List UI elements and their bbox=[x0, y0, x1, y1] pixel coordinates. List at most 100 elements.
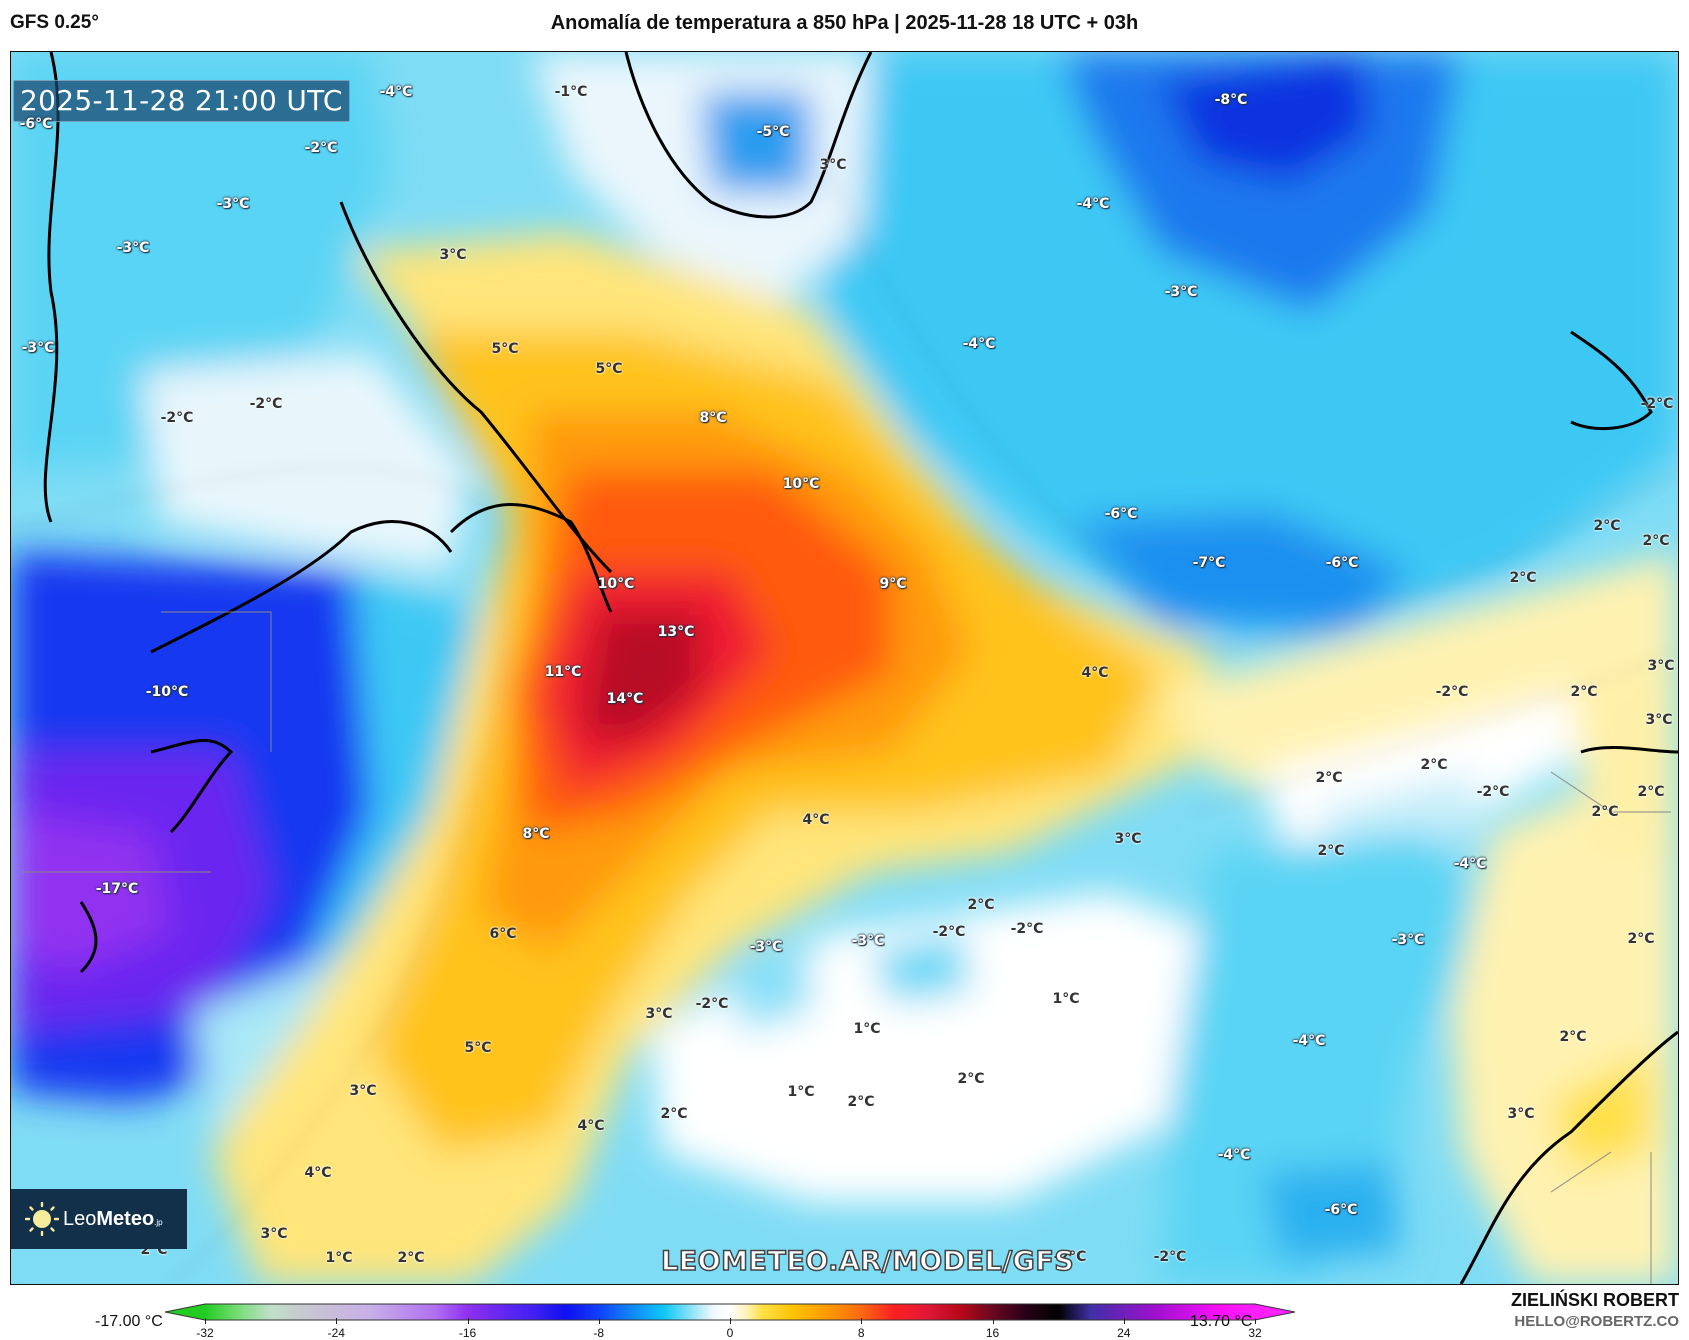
contour-label: -1°C bbox=[554, 84, 588, 100]
colorbar-max-value: 13.70 °C bbox=[1190, 1313, 1253, 1330]
contour-label: -3°C bbox=[21, 340, 55, 356]
contour-label: -2°C bbox=[1053, 1249, 1087, 1265]
contour-label: -3°C bbox=[116, 240, 150, 256]
contour-label: 3°C bbox=[260, 1226, 288, 1242]
contour-label: -4°C bbox=[1217, 1147, 1251, 1163]
contour-label: 2°C bbox=[1591, 804, 1619, 820]
colorbar-tick-label: 8 bbox=[857, 1326, 865, 1340]
contour-label: -4°C bbox=[962, 336, 996, 352]
contour-label: 2°C bbox=[1315, 770, 1343, 786]
contour-label: -3°C bbox=[749, 939, 783, 955]
contour-label: -2°C bbox=[932, 924, 966, 940]
colorbar-tick-mark bbox=[861, 1318, 863, 1324]
contour-label: 2°C bbox=[397, 1250, 425, 1266]
contour-label: 1°C bbox=[787, 1084, 815, 1100]
contour-label: 13°C bbox=[657, 624, 695, 640]
contour-label: 4°C bbox=[577, 1118, 605, 1134]
logo-part-2: Meteo bbox=[96, 1207, 155, 1230]
contour-label: -8°C bbox=[1214, 92, 1248, 108]
contour-label: 10°C bbox=[597, 576, 635, 592]
contour-label: 4°C bbox=[304, 1165, 332, 1181]
contour-label: 3°C bbox=[819, 157, 847, 173]
contour-label: 6°C bbox=[489, 926, 517, 942]
contour-label: 3°C bbox=[645, 1006, 673, 1022]
contour-label: 1°C bbox=[1052, 991, 1080, 1007]
valid-time-badge: 2025-11-28 21:00 UTC bbox=[13, 80, 350, 122]
contour-label: 2°C bbox=[1559, 1029, 1587, 1045]
contour-label: -6°C bbox=[1104, 506, 1138, 522]
contour-label: -2°C bbox=[1476, 784, 1510, 800]
author-email[interactable]: HELLO@ROBERTZ.CO bbox=[1514, 1313, 1679, 1330]
logo-part-1: Leo bbox=[63, 1207, 97, 1230]
colorbar-tick-mark bbox=[205, 1318, 206, 1324]
contour-label: -6°C bbox=[19, 116, 53, 132]
contour-label: 3°C bbox=[439, 247, 467, 263]
contour-label: 8°C bbox=[699, 410, 727, 426]
contour-label: 4°C bbox=[802, 812, 830, 828]
colorbar-tick-label: 0 bbox=[726, 1326, 734, 1340]
contour-label: 5°C bbox=[464, 1040, 492, 1056]
colorbar-tick-mark bbox=[992, 1318, 994, 1324]
colorbar-tick-label: -32 bbox=[196, 1326, 214, 1340]
contour-label: -3°C bbox=[1164, 284, 1198, 300]
contour-label: 11°C bbox=[544, 664, 582, 680]
contour-label: 2°C bbox=[1593, 518, 1621, 534]
site-watermark: LEOMETEO.AR/MODEL/GFS bbox=[660, 1245, 1075, 1278]
contour-label: -10°C bbox=[145, 684, 189, 700]
temperature-anomaly-map: 2025-11-28 21:00 UTC -4°C -1°C -6°C -2°C -5°… bbox=[10, 51, 1679, 1285]
contour-label: 3°C bbox=[1645, 712, 1673, 728]
contour-label: 2°C bbox=[957, 1071, 985, 1087]
contour-label: -2°C bbox=[160, 410, 194, 426]
contour-label: 8°C bbox=[522, 826, 550, 842]
colorbar-tick-mark bbox=[1255, 1318, 1256, 1324]
contour-label: -2°C bbox=[304, 140, 338, 156]
contour-label: -4°C bbox=[1292, 1033, 1326, 1049]
contour-label: 4°C bbox=[1081, 665, 1109, 681]
author-name: ZIELIŃSKI ROBERT bbox=[1510, 1290, 1679, 1310]
author-credit: ZIELIŃSKI ROBERT HELLO@ROBERTZ.CO bbox=[1511, 1290, 1679, 1330]
contour-label: 2°C bbox=[1509, 570, 1537, 586]
chart-title: Anomalía de temperatura a 850 hPa | 2025… bbox=[550, 12, 1139, 34]
colorbar-tick-mark bbox=[730, 1318, 731, 1324]
contour-label: -17°C bbox=[95, 881, 139, 897]
logo-suffix: .jp bbox=[154, 1217, 163, 1227]
contour-label: 2°C bbox=[1420, 757, 1448, 773]
contour-label: 2°C bbox=[1627, 931, 1655, 947]
contour-label: -4°C bbox=[379, 84, 413, 100]
colorbar-tick-mark bbox=[467, 1318, 469, 1324]
colorbar-tick-mark bbox=[598, 1318, 600, 1324]
colorbar-tick-label: -16 bbox=[458, 1326, 477, 1340]
contour-label: -4°C bbox=[1076, 196, 1110, 212]
contour-label: -6°C bbox=[1324, 1202, 1358, 1218]
contour-label: 2°C bbox=[1570, 684, 1598, 700]
contour-label: 3°C bbox=[1507, 1106, 1535, 1122]
sun-icon bbox=[24, 1201, 60, 1237]
contour-label: 2°C bbox=[847, 1094, 875, 1110]
contour-label: 2°C bbox=[1637, 784, 1665, 800]
colorbar-tick-label: -8 bbox=[593, 1326, 605, 1340]
contour-label: 2°C bbox=[1317, 843, 1345, 859]
contour-label: -2°C bbox=[1640, 396, 1674, 412]
contour-label: -2°C bbox=[695, 996, 729, 1012]
colorbar-tick-label: 24 bbox=[1117, 1326, 1131, 1340]
contour-label: 1°C bbox=[853, 1021, 881, 1037]
contour-label: -2°C bbox=[1435, 684, 1469, 700]
contour-label: -2°C bbox=[249, 396, 283, 412]
contour-label: 3°C bbox=[1647, 658, 1675, 674]
leometeo-logo[interactable]: LeoMeteo.jp bbox=[11, 1189, 187, 1249]
colorbar-tick-label: -24 bbox=[327, 1326, 345, 1340]
contour-label: 3°C bbox=[349, 1083, 377, 1099]
contour-label: -3°C bbox=[1391, 932, 1425, 948]
colorbar-tick-label: 32 bbox=[1248, 1326, 1262, 1340]
contour-label: 2°C bbox=[1642, 533, 1670, 549]
contour-label: 5°C bbox=[595, 361, 623, 377]
contour-label: -4°C bbox=[1453, 856, 1487, 872]
contour-label: 5°C bbox=[491, 341, 519, 357]
contour-label: 9°C bbox=[879, 576, 907, 592]
colorbar-min-value: -17.00 °C bbox=[95, 1313, 163, 1330]
contour-label: -2°C bbox=[1153, 1249, 1187, 1265]
contour-label: 3°C bbox=[1114, 831, 1142, 847]
contour-label: -6°C bbox=[1325, 555, 1359, 571]
contour-label: -5°C bbox=[756, 124, 790, 140]
contour-label: -7°C bbox=[1192, 555, 1226, 571]
